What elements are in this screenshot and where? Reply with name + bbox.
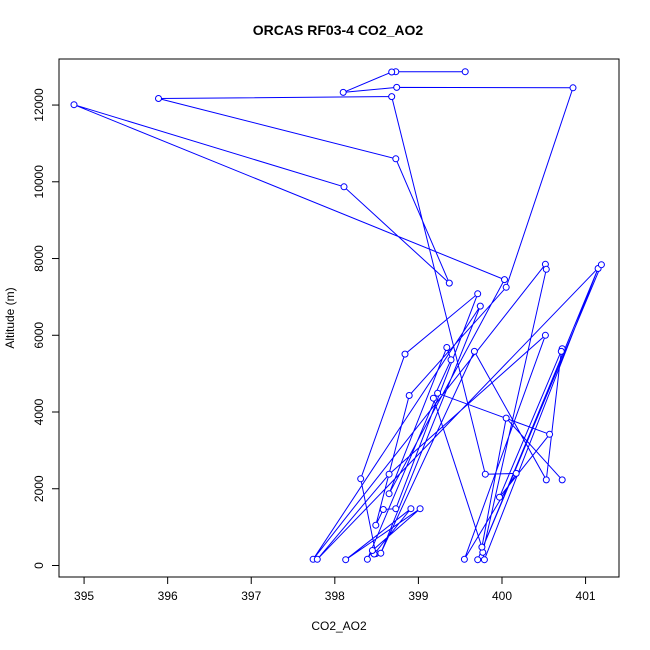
data-point — [447, 356, 455, 364]
data-point — [460, 555, 468, 563]
data-point — [546, 430, 554, 438]
y-tick-label: 10000 — [32, 165, 46, 199]
data-point — [474, 290, 482, 298]
data-point — [481, 470, 489, 478]
x-tick-label: 400 — [492, 589, 512, 603]
data-point — [502, 414, 510, 422]
y-tick-label: 0 — [32, 562, 46, 569]
y-tick-label: 2000 — [32, 475, 46, 502]
data-point — [388, 68, 396, 76]
data-point — [388, 93, 396, 101]
data-point — [392, 155, 400, 163]
data-point — [393, 83, 401, 91]
data-point — [377, 549, 385, 557]
y-tick-label: 4000 — [32, 398, 46, 425]
data-point — [407, 505, 415, 513]
data-point — [478, 543, 486, 551]
chart-title: ORCAS RF03-4 CO2_AO2 — [253, 22, 424, 38]
data-point — [474, 556, 482, 564]
data-point — [476, 302, 484, 310]
data-point — [542, 476, 550, 484]
data-point — [461, 68, 469, 76]
data-point — [340, 183, 348, 191]
data-point — [502, 283, 510, 291]
plot-layer — [70, 68, 605, 564]
data-point — [597, 261, 605, 269]
data-point — [470, 347, 478, 355]
y-tick-label: 8000 — [32, 245, 46, 272]
x-tick-label: 398 — [325, 589, 345, 603]
plot-frame — [58, 58, 620, 578]
series-line — [73, 71, 602, 562]
x-tick-label: 401 — [576, 589, 596, 603]
data-point — [541, 331, 549, 339]
data-point — [385, 470, 393, 478]
data-point — [569, 84, 577, 92]
data-point — [372, 521, 380, 529]
data-point — [339, 88, 347, 96]
y-axis: 0 2000 4000 6000 8000 10000 12000 — [32, 88, 59, 569]
y-axis-title: Altitude (m) — [3, 287, 17, 348]
data-point — [357, 475, 365, 483]
data-point — [155, 95, 162, 102]
data-point — [342, 556, 350, 564]
y-tick-label: 12000 — [32, 88, 46, 122]
x-tick-label: 397 — [241, 589, 261, 603]
x-axis-title: CO2_AO2 — [311, 619, 367, 633]
data-point — [542, 265, 550, 273]
data-point — [445, 279, 453, 287]
data-point — [385, 490, 393, 498]
x-axis: 395 396 397 398 399 400 401 — [74, 577, 596, 603]
data-point — [443, 344, 451, 351]
data-point — [512, 469, 520, 477]
data-point — [405, 392, 413, 399]
data-point — [416, 505, 424, 513]
data-point — [501, 276, 508, 284]
x-tick-label: 399 — [408, 589, 428, 603]
data-point — [368, 547, 376, 554]
data-point — [558, 476, 566, 484]
data-point — [429, 394, 437, 402]
data-point — [480, 556, 488, 564]
x-tick-label: 395 — [74, 589, 94, 603]
data-point — [434, 389, 442, 397]
x-tick-label: 396 — [158, 589, 178, 603]
data-point — [363, 555, 371, 563]
data-point — [392, 505, 400, 513]
data-point — [379, 506, 387, 513]
data-point — [313, 555, 321, 563]
data-point — [496, 493, 503, 501]
y-tick-label: 6000 — [32, 322, 46, 349]
data-point — [401, 350, 409, 358]
data-point — [70, 101, 78, 109]
data-point — [557, 347, 565, 355]
